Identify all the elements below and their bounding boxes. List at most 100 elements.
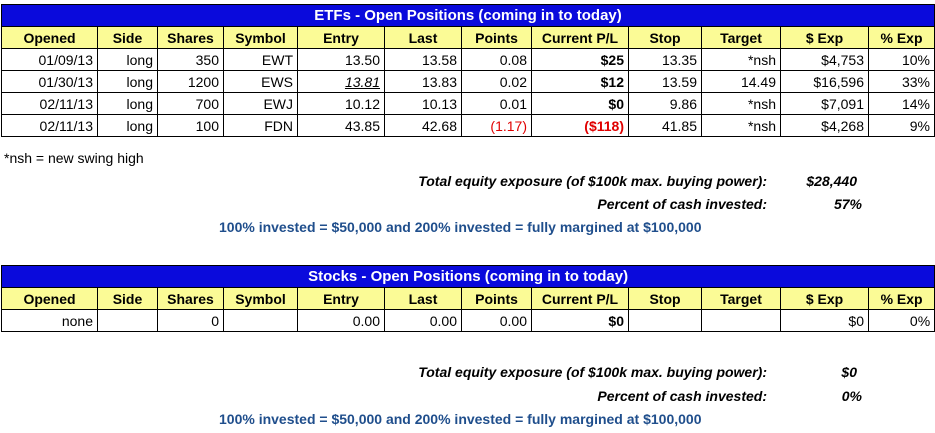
cell-opened: 01/30/13 <box>1 70 98 93</box>
col-header-points: Points <box>461 287 532 310</box>
col-header-shares: Shares <box>157 287 224 310</box>
cell-current-pl: $0 <box>531 309 629 332</box>
cell-target: *nsh <box>701 92 781 115</box>
cell-opened: none <box>1 309 98 332</box>
etf-table-title: ETFs - Open Positions (coming in to toda… <box>1 4 935 27</box>
stock-table-title-row: Stocks - Open Positions (coming in to to… <box>0 265 935 288</box>
etf-percent-value: 57% <box>833 196 862 212</box>
cell-side <box>97 309 158 332</box>
cell-last: 42.68 <box>384 114 462 137</box>
col-header-symbol: Symbol <box>223 26 298 49</box>
cell-stop: 41.85 <box>628 114 702 137</box>
etf-header-row: Opened Side Shares Symbol Entry Last Poi… <box>1 26 935 49</box>
etf-exposure-label: Total equity exposure (of $100k max. buy… <box>418 173 767 189</box>
etf-percent-label: Percent of cash invested: <box>597 196 767 212</box>
cell-side: long <box>97 92 158 115</box>
etf-positions-table: ETFs - Open Positions (coming in to toda… <box>1 4 935 137</box>
cell-target: 14.49 <box>701 70 781 93</box>
cell-entry: 13.81 <box>297 70 385 93</box>
cell-last: 0.00 <box>384 309 462 332</box>
cell-entry: 0.00 <box>297 309 385 332</box>
etf-table-title-row: ETFs - Open Positions (coming in to toda… <box>1 4 935 27</box>
cell-stop: 13.35 <box>628 48 702 71</box>
col-header-side: Side <box>97 26 158 49</box>
cell-symbol: EWJ <box>223 92 298 115</box>
cell-shares: 100 <box>157 114 224 137</box>
cell-stop: 9.86 <box>628 92 702 115</box>
col-header-shares: Shares <box>157 26 224 49</box>
cell-current-pl: $12 <box>531 70 629 93</box>
table-row: 01/30/13 long 1200 EWS 13.81 13.83 0.02 … <box>1 70 935 93</box>
cell-symbol: EWT <box>223 48 298 71</box>
cell-symbol: FDN <box>223 114 298 137</box>
col-header-current-pl: Current P/L <box>531 26 629 49</box>
cell-shares: 0 <box>157 309 224 332</box>
cell-shares: 1200 <box>157 70 224 93</box>
stock-exposure-value: $0 <box>841 364 857 380</box>
cell-percent-exp: 14% <box>868 92 935 115</box>
cell-target: *nsh <box>701 48 781 71</box>
cell-opened: 02/11/13 <box>1 92 98 115</box>
cell-shares: 700 <box>157 92 224 115</box>
col-header-last: Last <box>384 287 462 310</box>
cell-stop <box>628 309 702 332</box>
table-row: 01/09/13 long 350 EWT 13.50 13.58 0.08 $… <box>1 48 935 71</box>
col-header-percent-exp: % Exp <box>868 26 935 49</box>
cell-side: long <box>97 70 158 93</box>
cell-entry: 43.85 <box>297 114 385 137</box>
cell-target: *nsh <box>701 114 781 137</box>
table-row: 02/11/13 long 700 EWJ 10.12 10.13 0.01 $… <box>1 92 935 115</box>
cell-dollar-exp: $16,596 <box>780 70 869 93</box>
cell-points: 0.00 <box>461 309 532 332</box>
cell-percent-exp: 33% <box>868 70 935 93</box>
cell-current-pl: ($118) <box>531 114 629 137</box>
cell-side: long <box>97 48 158 71</box>
col-header-side: Side <box>97 287 158 310</box>
table-row: none 0 0.00 0.00 0.00 $0 $0 0% <box>1 309 935 332</box>
cell-target <box>701 309 781 332</box>
col-header-dollar-exp: $ Exp <box>780 287 869 310</box>
cell-last: 13.58 <box>384 48 462 71</box>
col-header-target: Target <box>701 26 781 49</box>
stock-percent-value: 0% <box>841 388 862 404</box>
col-header-target: Target <box>701 287 781 310</box>
table-row: 02/11/13 long 100 FDN 43.85 42.68 (1.17)… <box>1 114 935 137</box>
cell-points: 0.01 <box>461 92 532 115</box>
stock-percent-label: Percent of cash invested: <box>597 388 767 404</box>
cell-symbol <box>223 309 298 332</box>
col-header-symbol: Symbol <box>223 287 298 310</box>
col-header-dollar-exp: $ Exp <box>780 26 869 49</box>
cell-percent-exp: 0% <box>867 309 935 332</box>
nsh-footnote: *nsh = new swing high <box>4 150 144 166</box>
cell-current-pl: $0 <box>531 92 629 115</box>
cell-side: long <box>97 114 158 137</box>
cell-points: 0.02 <box>461 70 532 93</box>
cell-entry: 13.50 <box>297 48 385 71</box>
cell-entry: 10.12 <box>297 92 385 115</box>
stock-positions-table: Stocks - Open Positions (coming in to to… <box>0 265 935 332</box>
col-header-entry: Entry <box>297 26 385 49</box>
stock-table-title: Stocks - Open Positions (coming in to to… <box>0 265 935 288</box>
col-header-entry: Entry <box>297 287 385 310</box>
col-header-opened: Opened <box>1 26 98 49</box>
col-header-stop: Stop <box>628 26 702 49</box>
cell-percent-exp: 10% <box>868 48 935 71</box>
col-header-percent-exp: % Exp <box>867 287 935 310</box>
stock-header-row: Opened Side Shares Symbol Entry Last Poi… <box>1 287 935 310</box>
cell-dollar-exp: $7,091 <box>780 92 869 115</box>
cell-shares: 350 <box>157 48 224 71</box>
col-header-opened: Opened <box>1 287 98 310</box>
col-header-last: Last <box>384 26 462 49</box>
cell-stop: 13.59 <box>628 70 702 93</box>
cell-dollar-exp: $4,268 <box>780 114 869 137</box>
cell-opened: 02/11/13 <box>1 114 98 137</box>
col-header-current-pl: Current P/L <box>531 287 629 310</box>
cell-dollar-exp: $0 <box>780 309 869 332</box>
cell-last: 13.83 <box>384 70 462 93</box>
cell-percent-exp: 9% <box>868 114 935 137</box>
stock-fully-margined-note: 100% invested = $50,000 and 200% investe… <box>219 411 702 427</box>
cell-symbol: EWS <box>223 70 298 93</box>
etf-fully-margined-note: 100% invested = $50,000 and 200% investe… <box>219 219 702 235</box>
etf-exposure-value: $28,440 <box>806 173 857 189</box>
cell-opened: 01/09/13 <box>1 48 98 71</box>
